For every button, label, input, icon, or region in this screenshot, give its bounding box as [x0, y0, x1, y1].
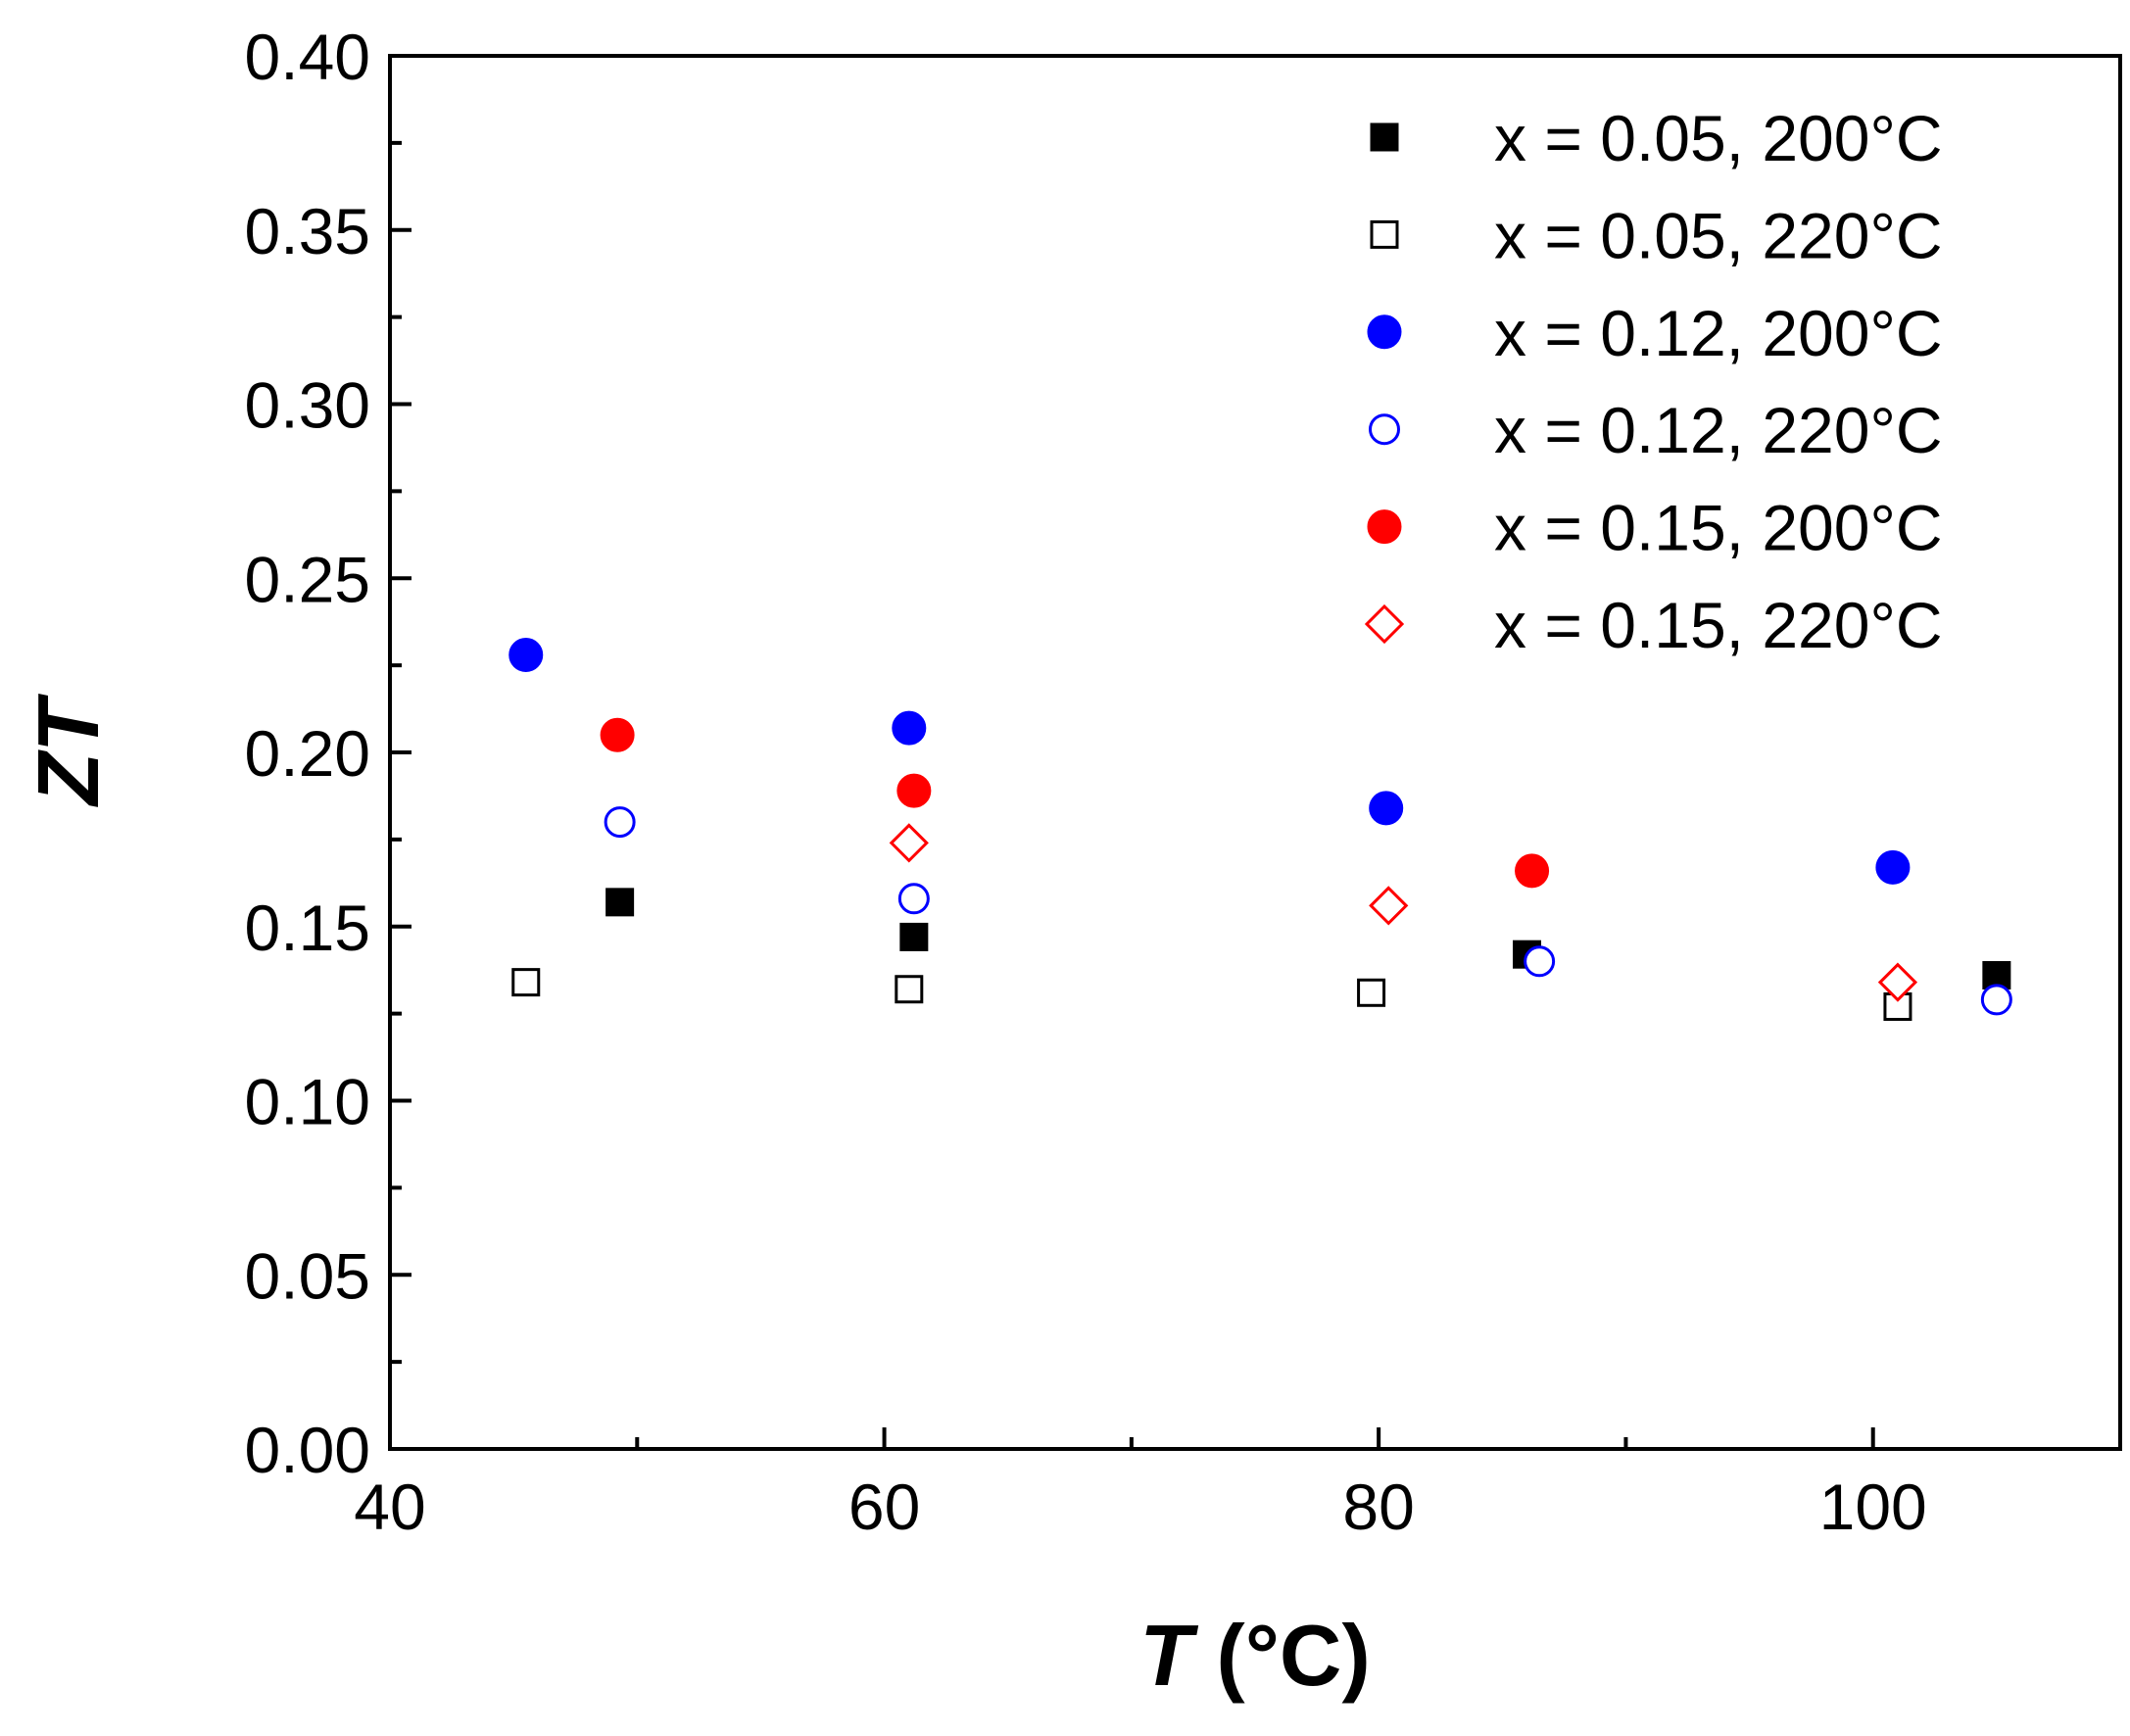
data-point — [895, 975, 924, 1004]
legend-label: x = 0.05, 200°C — [1494, 102, 1943, 174]
data-point — [1515, 853, 1550, 889]
data-point — [1877, 962, 1918, 1002]
legend-marker — [1367, 314, 1402, 350]
data-points — [508, 637, 2012, 1022]
legend-label: x = 0.12, 220°C — [1494, 394, 1943, 466]
y-axis-title: ZT — [20, 694, 117, 808]
tick-labels: 40 60 80 100 0.00 0.05 0.10 0.15 0.20 0.25 0.30 0.3… — [245, 21, 1927, 1543]
y-tick-label: 0.00 — [245, 1414, 370, 1486]
data-point — [897, 883, 930, 915]
legend-marker — [1370, 219, 1399, 249]
data-point — [605, 888, 635, 917]
data-point — [899, 922, 929, 951]
series-6 — [889, 823, 1918, 1002]
data-point — [1980, 984, 2012, 1016]
data-point — [1875, 849, 1911, 885]
x-tick-label: 80 — [1342, 1471, 1414, 1543]
series-1 — [605, 888, 2011, 990]
data-point — [1369, 791, 1404, 826]
legend-marker — [1370, 122, 1399, 152]
y-tick-label: 0.15 — [245, 892, 370, 964]
legend-label: x = 0.15, 220°C — [1494, 589, 1943, 661]
data-point — [1524, 945, 1556, 978]
data-point — [1357, 978, 1386, 1007]
data-point — [508, 637, 544, 672]
series-3 — [508, 637, 1911, 885]
y-tick-label: 0.25 — [245, 543, 370, 615]
x-tick-label: 40 — [354, 1471, 425, 1543]
y-tick-label: 0.20 — [245, 717, 370, 790]
series-5 — [600, 717, 1550, 889]
series-4 — [604, 806, 2012, 1016]
data-point — [896, 773, 932, 808]
y-tick-label: 0.10 — [245, 1066, 370, 1138]
series-2 — [511, 968, 1912, 1022]
legend-marker — [1367, 509, 1402, 545]
axis-ticks — [388, 54, 2122, 1451]
data-point — [1369, 886, 1409, 926]
data-point — [604, 806, 636, 839]
x-tick-label: 60 — [848, 1471, 920, 1543]
legend-label: x = 0.12, 200°C — [1494, 297, 1943, 369]
legend-marker — [1364, 603, 1405, 645]
legend-marker — [1369, 413, 1400, 446]
data-point — [511, 968, 541, 997]
x-axis-title: T (°C) — [1139, 1607, 1371, 1704]
y-tick-label: 0.35 — [245, 195, 370, 267]
legend-label: x = 0.05, 220°C — [1494, 199, 1943, 271]
y-tick-label: 0.40 — [245, 21, 370, 93]
x-axis-title-variable: T — [1139, 1607, 1198, 1704]
y-tick-label: 0.30 — [245, 369, 370, 442]
data-point — [889, 823, 929, 863]
x-axis-title-unit: (°C) — [1192, 1607, 1371, 1704]
legend: x = 0.05, 200°C x = 0.05, 220°C x = 0.12, … — [1364, 102, 1943, 661]
data-point — [600, 717, 635, 752]
legend-label: x = 0.15, 200°C — [1494, 492, 1943, 564]
x-tick-label: 100 — [1819, 1471, 1927, 1543]
data-point — [892, 710, 927, 746]
y-tick-label: 0.05 — [245, 1239, 370, 1312]
